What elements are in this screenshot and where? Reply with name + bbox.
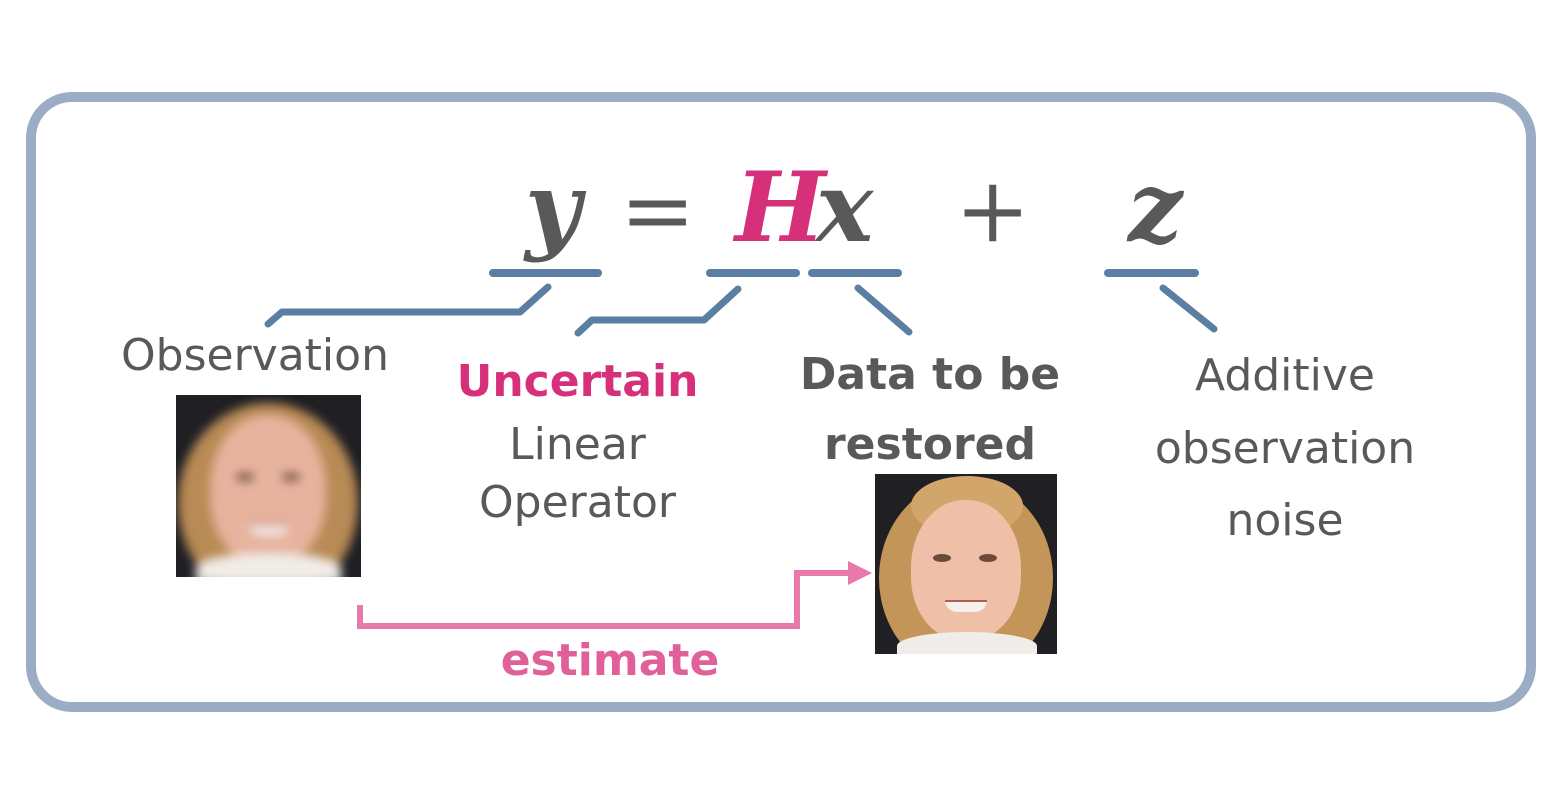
leader-observation [264,283,552,328]
label-observation: Observation [121,330,389,381]
estimate-arrow-head [848,561,872,585]
label-data: Data to be restored [780,340,1080,481]
label-operator: Uncertain Linear Operator [435,356,720,525]
estimate-label: estimate [500,635,720,686]
observation-image [176,395,361,577]
leader-operator [574,285,742,337]
label-data-line1: Data to be [799,349,1061,400]
label-noise: Additive observation noise [1120,340,1450,558]
estimate-arrow-line [357,570,848,629]
label-operator-line2: Operator [479,477,676,529]
label-noise-line2: observation [1154,422,1416,474]
symbol-equals: = [620,158,696,263]
label-operator-line1: Linear [509,418,646,470]
symbol-x: x [816,151,874,264]
leader-noise [1159,284,1218,333]
restored-image [875,474,1057,654]
label-noise-line3: noise [1226,495,1344,547]
label-noise-line1: Additive [1195,350,1375,401]
leader-data [854,284,913,336]
symbol-z: z [1128,151,1183,264]
label-operator-highlight: Uncertain [456,356,699,407]
diagram-frame [26,92,1536,712]
symbol-y: y [525,151,581,264]
symbol-plus: + [955,158,1031,263]
label-data-line2: restored [823,419,1037,471]
symbol-H: H [735,151,826,264]
